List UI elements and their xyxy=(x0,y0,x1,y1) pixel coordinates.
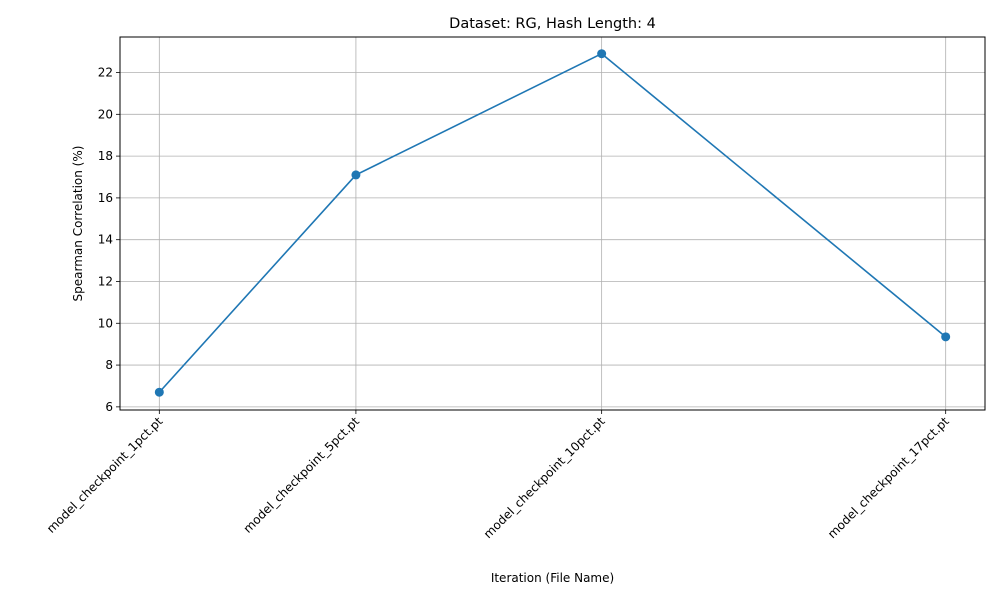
y-tick-label: 22 xyxy=(98,66,113,80)
series-line xyxy=(158,52,947,393)
y-tick-label: 18 xyxy=(98,149,113,163)
x-tick-label: model_checkpoint_17pct.pt xyxy=(825,414,952,541)
x-tick-label: model_checkpoint_1pct.pt xyxy=(44,414,166,536)
x-tick-label: model_checkpoint_10pct.pt xyxy=(481,414,608,541)
data-point xyxy=(351,170,361,180)
data-point xyxy=(597,49,607,59)
y-tick-label: 20 xyxy=(98,107,113,121)
data-point xyxy=(941,332,951,342)
y-tick-label: 14 xyxy=(98,233,113,247)
y-tick-label: 6 xyxy=(105,400,113,414)
x-tick-label: model_checkpoint_5pct.pt xyxy=(241,414,363,536)
plot-frame xyxy=(119,36,986,411)
y-axis-label: Spearman Correlation (%) xyxy=(71,146,85,302)
y-tick-label: 10 xyxy=(98,316,113,330)
chart-title: Dataset: RG, Hash Length: 4 xyxy=(449,16,656,32)
y-tick-label: 16 xyxy=(98,191,113,205)
grid-lines xyxy=(120,37,985,410)
data-point xyxy=(154,387,164,397)
y-tick-label: 8 xyxy=(105,358,113,372)
y-tick-label: 12 xyxy=(98,274,113,288)
y-axis: 6 8 10 12 14 16 18 20 22 xyxy=(98,66,120,414)
x-axis: model_checkpoint_1pct.pt model_checkpoint… xyxy=(44,410,952,541)
series-layer xyxy=(154,49,951,397)
x-axis-label: Iteration (File Name) xyxy=(491,571,614,585)
